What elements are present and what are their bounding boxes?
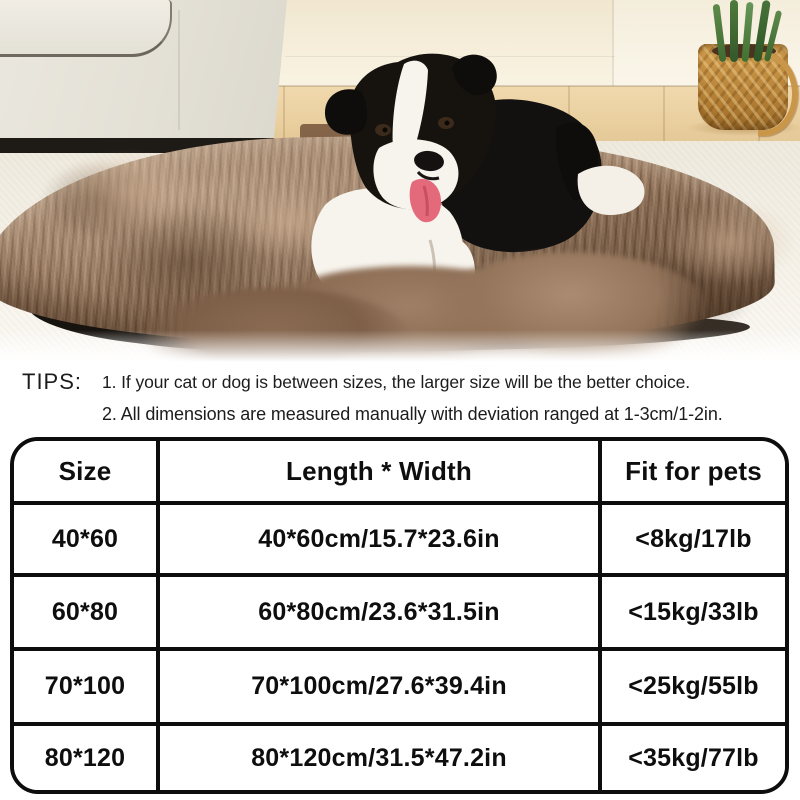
dog-mouth — [416, 170, 440, 181]
dog-left-ear — [324, 89, 368, 135]
couch-cushion — [0, 0, 172, 57]
col-header-fit-for-pets: Fit for pets — [602, 441, 785, 505]
bed-fur-highlight — [55, 150, 205, 235]
couch-seam — [178, 10, 180, 130]
dog-tongue-line — [422, 185, 429, 217]
dimension-cell: 70*100cm/27.6*39.4in — [160, 651, 602, 726]
size-table-grid: Size Length * Width Fit for pets 40*60 4… — [14, 441, 785, 790]
tip-line-1: 1. If your cat or dog is between sizes, … — [102, 372, 691, 392]
dog-rear-fluff — [577, 165, 645, 216]
size-cell: 60*80 — [14, 577, 160, 651]
size-cell: 70*100 — [14, 651, 160, 726]
dimension-cell: 60*80cm/23.6*31.5in — [160, 577, 602, 651]
dog-right-pupil — [444, 120, 450, 126]
size-table: Size Length * Width Fit for pets 40*60 4… — [10, 437, 789, 794]
size-cell: 80*120 — [14, 726, 160, 790]
dog-left-pupil — [382, 127, 388, 133]
wall-corner-line — [612, 0, 614, 90]
tips-section: TIPS: 1. If your cat or dog is between s… — [0, 362, 800, 434]
weight-cell: <25kg/55lb — [602, 651, 785, 726]
weight-cell: <8kg/17lb — [602, 505, 785, 577]
dimension-cell: 80*120cm/31.5*47.2in — [160, 726, 602, 790]
dog-right-ear — [452, 54, 497, 96]
dog-blaze — [392, 60, 428, 157]
weight-cell: <15kg/33lb — [602, 577, 785, 651]
dimension-cell: 40*60cm/15.7*23.6in — [160, 505, 602, 577]
size-cell: 40*60 — [14, 505, 160, 577]
col-header-length-width: Length * Width — [160, 441, 602, 505]
weight-cell: <35kg/77lb — [602, 726, 785, 790]
photo-bottom-fade — [0, 330, 800, 362]
tips-label: TIPS: — [22, 369, 83, 394]
product-photo — [0, 0, 800, 362]
tip-line-2: 2. All dimensions are measured manually … — [102, 404, 723, 424]
bed-fur-highlight — [665, 200, 795, 285]
dog-nose — [414, 150, 444, 172]
plant-stem — [730, 0, 738, 62]
col-header-size: Size — [14, 441, 160, 505]
dog-tongue — [409, 178, 442, 223]
plant-stems — [700, 0, 796, 63]
